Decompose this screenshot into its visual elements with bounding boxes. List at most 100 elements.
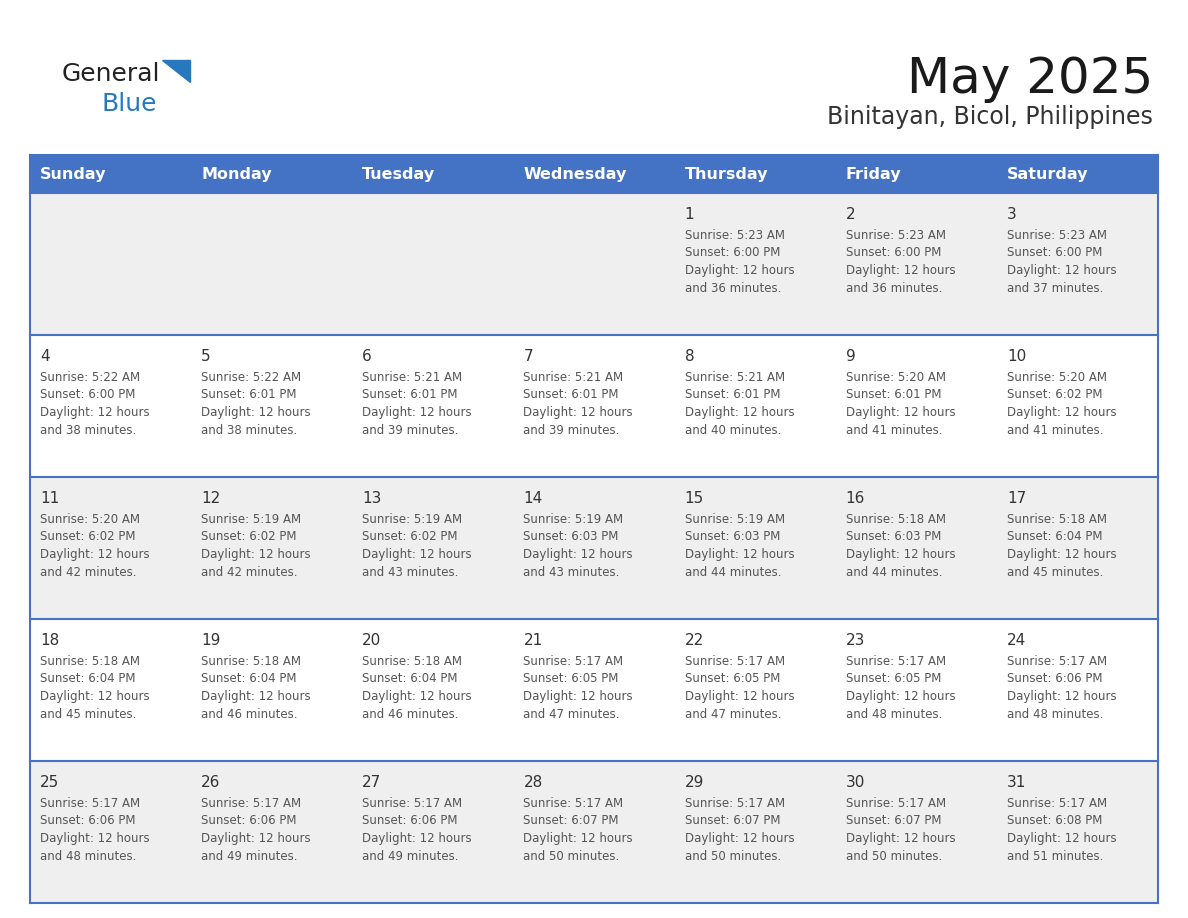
Text: Sunset: 6:01 PM: Sunset: 6:01 PM <box>684 388 781 401</box>
Text: Sunset: 6:04 PM: Sunset: 6:04 PM <box>201 673 297 686</box>
Text: Daylight: 12 hours: Daylight: 12 hours <box>846 690 955 703</box>
Text: General: General <box>62 62 160 86</box>
Text: 11: 11 <box>40 491 59 506</box>
Text: Daylight: 12 hours: Daylight: 12 hours <box>201 832 311 845</box>
Text: and 39 minutes.: and 39 minutes. <box>362 423 459 436</box>
Bar <box>675 619 835 761</box>
Text: and 36 minutes.: and 36 minutes. <box>846 282 942 295</box>
Text: 23: 23 <box>846 633 865 648</box>
Text: Daylight: 12 hours: Daylight: 12 hours <box>1007 264 1117 277</box>
Bar <box>191 761 353 903</box>
Text: and 42 minutes.: and 42 minutes. <box>40 565 137 578</box>
Text: Sunrise: 5:23 AM: Sunrise: 5:23 AM <box>846 229 946 242</box>
Text: Sunset: 6:01 PM: Sunset: 6:01 PM <box>362 388 457 401</box>
Text: Sunset: 6:01 PM: Sunset: 6:01 PM <box>201 388 297 401</box>
Text: Daylight: 12 hours: Daylight: 12 hours <box>362 548 472 561</box>
Text: Sunset: 6:02 PM: Sunset: 6:02 PM <box>1007 388 1102 401</box>
Text: Sunrise: 5:18 AM: Sunrise: 5:18 AM <box>201 655 301 668</box>
Text: 9: 9 <box>846 349 855 364</box>
Bar <box>30 477 191 619</box>
Text: Daylight: 12 hours: Daylight: 12 hours <box>846 264 955 277</box>
Text: Sunset: 6:04 PM: Sunset: 6:04 PM <box>362 673 457 686</box>
Bar <box>835 335 997 477</box>
Text: Daylight: 12 hours: Daylight: 12 hours <box>40 690 150 703</box>
Text: Sunrise: 5:21 AM: Sunrise: 5:21 AM <box>684 371 785 384</box>
Text: and 50 minutes.: and 50 minutes. <box>684 849 781 863</box>
Bar <box>513 335 675 477</box>
Text: and 37 minutes.: and 37 minutes. <box>1007 282 1104 295</box>
Text: and 51 minutes.: and 51 minutes. <box>1007 849 1104 863</box>
Bar <box>835 477 997 619</box>
Text: 24: 24 <box>1007 633 1026 648</box>
Text: Daylight: 12 hours: Daylight: 12 hours <box>201 690 311 703</box>
Text: and 44 minutes.: and 44 minutes. <box>846 565 942 578</box>
Text: and 45 minutes.: and 45 minutes. <box>1007 565 1104 578</box>
Text: Daylight: 12 hours: Daylight: 12 hours <box>524 832 633 845</box>
Bar <box>30 155 1158 193</box>
Text: Sunrise: 5:18 AM: Sunrise: 5:18 AM <box>1007 513 1107 526</box>
Bar <box>513 761 675 903</box>
Text: 2: 2 <box>846 207 855 222</box>
Text: Sunset: 6:00 PM: Sunset: 6:00 PM <box>846 247 941 260</box>
Text: Daylight: 12 hours: Daylight: 12 hours <box>40 832 150 845</box>
Polygon shape <box>162 60 190 82</box>
Text: Sunset: 6:02 PM: Sunset: 6:02 PM <box>40 531 135 543</box>
Text: and 47 minutes.: and 47 minutes. <box>684 708 781 721</box>
Text: and 42 minutes.: and 42 minutes. <box>201 565 298 578</box>
Text: and 41 minutes.: and 41 minutes. <box>846 423 942 436</box>
Text: and 45 minutes.: and 45 minutes. <box>40 708 137 721</box>
Text: and 36 minutes.: and 36 minutes. <box>684 282 781 295</box>
Text: 16: 16 <box>846 491 865 506</box>
Bar <box>997 193 1158 335</box>
Text: and 48 minutes.: and 48 minutes. <box>40 849 137 863</box>
Text: Daylight: 12 hours: Daylight: 12 hours <box>201 548 311 561</box>
Bar <box>675 193 835 335</box>
Text: Sunset: 6:05 PM: Sunset: 6:05 PM <box>524 673 619 686</box>
Text: and 41 minutes.: and 41 minutes. <box>1007 423 1104 436</box>
Bar <box>30 761 191 903</box>
Text: 17: 17 <box>1007 491 1026 506</box>
Text: Sunset: 6:03 PM: Sunset: 6:03 PM <box>684 531 781 543</box>
Text: Sunset: 6:01 PM: Sunset: 6:01 PM <box>846 388 941 401</box>
Text: 10: 10 <box>1007 349 1026 364</box>
Bar <box>513 193 675 335</box>
Text: Sunset: 6:05 PM: Sunset: 6:05 PM <box>684 673 781 686</box>
Text: 15: 15 <box>684 491 703 506</box>
Text: and 47 minutes.: and 47 minutes. <box>524 708 620 721</box>
Text: Sunset: 6:06 PM: Sunset: 6:06 PM <box>40 814 135 827</box>
Text: Sunrise: 5:18 AM: Sunrise: 5:18 AM <box>362 655 462 668</box>
Bar <box>997 619 1158 761</box>
Text: Sunset: 6:00 PM: Sunset: 6:00 PM <box>40 388 135 401</box>
Text: Sunrise: 5:19 AM: Sunrise: 5:19 AM <box>684 513 785 526</box>
Text: Daylight: 12 hours: Daylight: 12 hours <box>362 832 472 845</box>
Text: Sunrise: 5:17 AM: Sunrise: 5:17 AM <box>524 655 624 668</box>
Text: Sunrise: 5:18 AM: Sunrise: 5:18 AM <box>40 655 140 668</box>
Text: Daylight: 12 hours: Daylight: 12 hours <box>1007 406 1117 419</box>
Bar <box>997 477 1158 619</box>
Text: Sunrise: 5:22 AM: Sunrise: 5:22 AM <box>40 371 140 384</box>
Bar <box>191 619 353 761</box>
Text: Binitayan, Bicol, Philippines: Binitayan, Bicol, Philippines <box>827 105 1154 129</box>
Text: Blue: Blue <box>102 92 158 116</box>
Bar <box>835 619 997 761</box>
Text: Sunset: 6:05 PM: Sunset: 6:05 PM <box>846 673 941 686</box>
Text: Sunset: 6:04 PM: Sunset: 6:04 PM <box>40 673 135 686</box>
Bar <box>513 619 675 761</box>
Text: Daylight: 12 hours: Daylight: 12 hours <box>524 406 633 419</box>
Bar <box>353 477 513 619</box>
Text: and 49 minutes.: and 49 minutes. <box>362 849 459 863</box>
Text: Sunrise: 5:23 AM: Sunrise: 5:23 AM <box>1007 229 1107 242</box>
Text: 28: 28 <box>524 775 543 790</box>
Text: 12: 12 <box>201 491 221 506</box>
Text: and 46 minutes.: and 46 minutes. <box>201 708 298 721</box>
Text: and 43 minutes.: and 43 minutes. <box>524 565 620 578</box>
Text: Daylight: 12 hours: Daylight: 12 hours <box>846 832 955 845</box>
Text: 27: 27 <box>362 775 381 790</box>
Text: 3: 3 <box>1007 207 1017 222</box>
Bar <box>835 193 997 335</box>
Text: 18: 18 <box>40 633 59 648</box>
Text: Sunrise: 5:17 AM: Sunrise: 5:17 AM <box>40 797 140 810</box>
Text: 29: 29 <box>684 775 704 790</box>
Text: Sunset: 6:06 PM: Sunset: 6:06 PM <box>201 814 297 827</box>
Text: Daylight: 12 hours: Daylight: 12 hours <box>684 832 795 845</box>
